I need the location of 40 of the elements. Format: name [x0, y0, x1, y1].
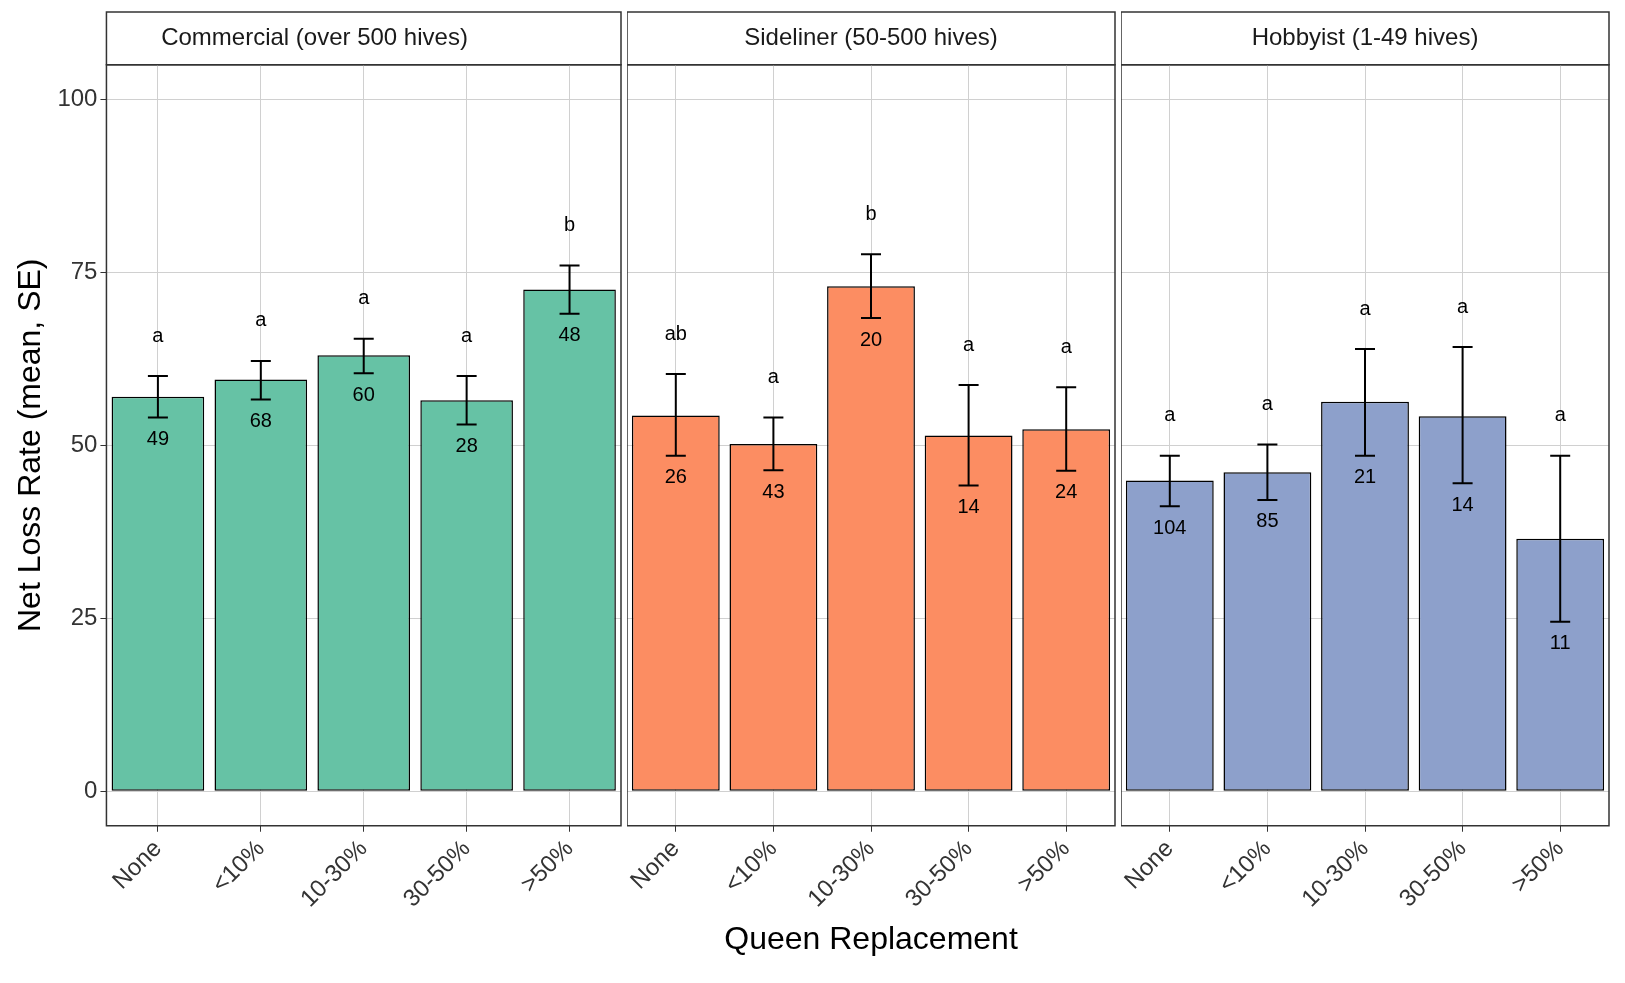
- annotation: a: [1457, 294, 1470, 317]
- annotation: ab: [664, 321, 687, 344]
- chart-title: Hobbyist (1-49 hives): [1251, 23, 1479, 51]
- annotation: 60: [352, 382, 375, 405]
- annotation: a: [1359, 296, 1372, 319]
- annotation: b: [563, 212, 576, 235]
- annotation: 28: [455, 434, 478, 457]
- annotation: b: [865, 201, 877, 224]
- annotation: 43: [762, 479, 785, 502]
- y-tick-label: 50: [70, 429, 98, 457]
- annotation: a: [358, 286, 371, 309]
- chart-title: Commercial (over 500 hives): [161, 23, 468, 51]
- annotation: a: [1554, 403, 1567, 426]
- annotation: 26: [664, 465, 687, 488]
- annotation: 104: [1153, 515, 1187, 538]
- annotation: 68: [249, 409, 272, 432]
- annotation: 49: [146, 427, 170, 450]
- y-tick-label: 75: [70, 256, 98, 284]
- x-axis-title: Queen Replacement: [724, 919, 1018, 956]
- annotation: 24: [1055, 480, 1078, 503]
- annotation: 85: [1256, 509, 1279, 532]
- y-tick-label: 0: [84, 775, 98, 803]
- annotation: 14: [1451, 492, 1474, 515]
- annotation: 14: [957, 494, 980, 517]
- annotation: a: [461, 323, 474, 346]
- annotation: a: [1164, 403, 1177, 426]
- annotation: a: [255, 308, 268, 331]
- annotation: 48: [558, 323, 581, 346]
- annotation: a: [963, 332, 976, 355]
- annotation: a: [1261, 392, 1274, 415]
- annotation: 21: [1353, 465, 1377, 488]
- annotation: a: [152, 323, 165, 346]
- annotation: a: [767, 365, 780, 388]
- annotation: 11: [1549, 631, 1571, 654]
- annotation: a: [1060, 334, 1073, 357]
- y-axis-title: Net Loss Rate (mean, SE): [11, 258, 48, 633]
- annotation: 20: [859, 327, 883, 350]
- chart-title: Sideliner (50-500 hives): [744, 23, 998, 51]
- y-tick-label: 100: [57, 84, 98, 112]
- y-tick-label: 25: [70, 602, 98, 630]
